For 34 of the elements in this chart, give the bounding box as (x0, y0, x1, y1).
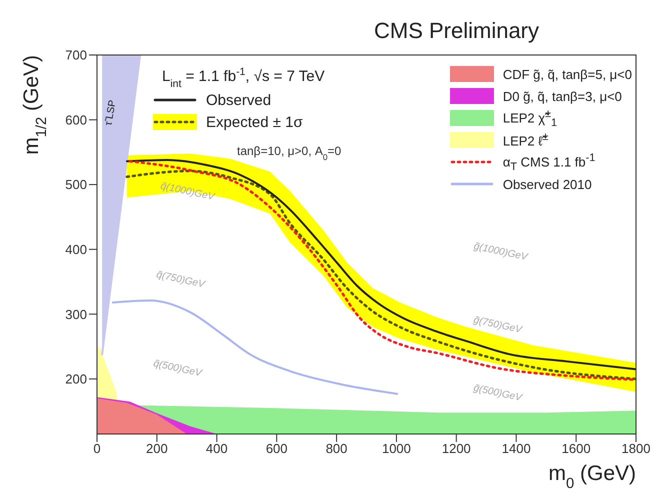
annotation: q̃(750)GeV (155, 269, 207, 291)
y-tick-label: 500 (65, 177, 87, 192)
x-axis-title: m$_{0}$ (GeV) (548, 462, 636, 492)
x-tick-label: 1200 (442, 441, 471, 456)
x-tick-label: 800 (326, 441, 348, 456)
x-tick-label: 1400 (502, 441, 531, 456)
legend-label: CDF g̃, q̃, tanβ=5, μ<0 (502, 66, 632, 82)
y-tick-label: 300 (65, 306, 87, 322)
line-series (112, 300, 398, 395)
annotation: tanβ=10, μ>0, A$_{0}$=0 (237, 144, 342, 162)
annotation: g̃(500)GeV (472, 382, 524, 404)
y-tick-label: 200 (65, 372, 87, 387)
annotation: g̃(750)GeV (472, 314, 524, 336)
chart-title: CMS Preliminary (374, 18, 540, 43)
legend-label: Observed 2010 (502, 176, 592, 192)
x-tick-label: 600 (266, 441, 288, 456)
legend-label: α$_{T}$ CMS 1.1 fb$^{-1}$ (502, 152, 596, 172)
y-tick-label: 600 (65, 112, 87, 128)
x-tick-label: 1600 (562, 441, 591, 456)
legend-label: LEP2 ℓ̃$^{±}$ (502, 131, 548, 149)
annotation: L$_{int}$ = 1.1 fb$^{-1}$, √s = 7 TeV (162, 66, 325, 90)
legend-label: Observed (206, 92, 272, 108)
y-tick-label: 700 (65, 48, 87, 63)
x-tick-label: 1800 (622, 441, 650, 456)
x-tick-label: 400 (206, 441, 228, 456)
y-tick-label: 400 (65, 242, 87, 257)
legend-label: D0 g̃, q̃, tanβ=3, μ<0 (502, 88, 622, 104)
annotation: τ̃ LSP (103, 98, 119, 126)
annotation: q̃(1000)GeV (160, 180, 216, 204)
legend-label: Expected ± 1σ (206, 114, 303, 130)
x-tick-label: 1000 (382, 441, 411, 456)
annotation: q̃(500)GeV (152, 358, 204, 380)
x-tick-label: 200 (146, 441, 168, 456)
x-tick-label: 0 (93, 441, 101, 456)
